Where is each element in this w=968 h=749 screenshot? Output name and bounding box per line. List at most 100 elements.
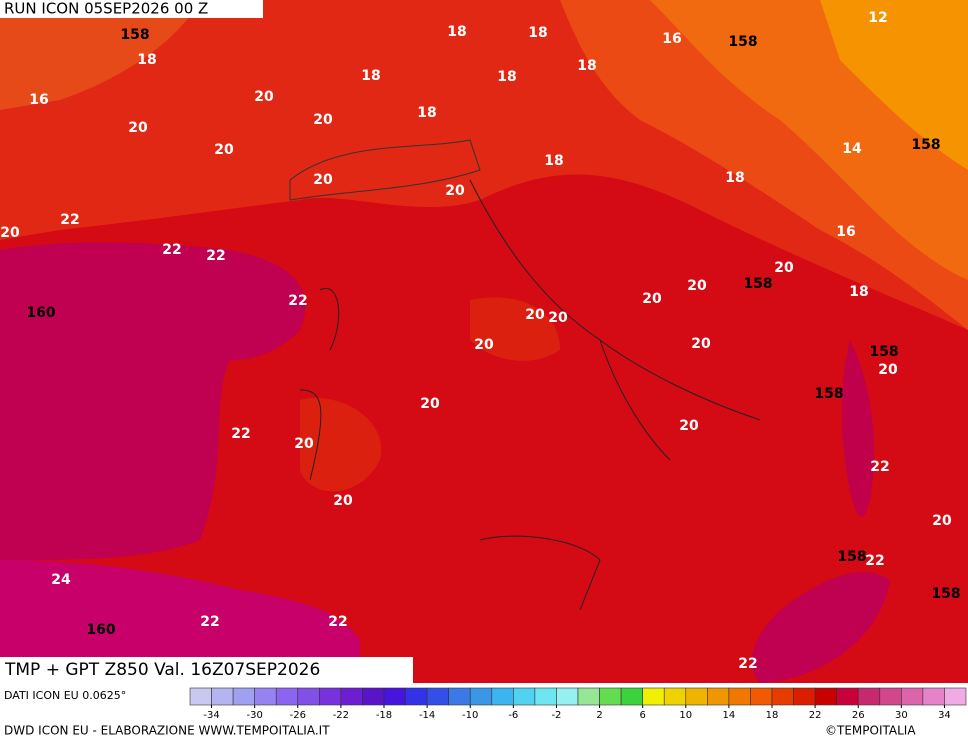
header-box [0,0,263,18]
colorbar: -34 -30 -26 -22 -18 -14 -10 -6 -2 2 6 10 14 18 22 26 30 3… [189,687,967,721]
contour-label: 158 [837,549,866,565]
contour-label: 16 [29,92,48,108]
colorbar-tick-label: -22 [333,710,349,721]
colorbar-swatch [599,687,622,706]
colorbar-tick-label: 6 [639,710,645,721]
contour-label: 158 [869,344,898,360]
contour-label: 18 [849,284,868,300]
contour-label: 22 [206,248,225,264]
contour-label: 18 [725,170,744,186]
colorbar-tick-label: 22 [809,710,822,721]
contour-label: 158 [814,386,843,402]
contour-label: 22 [162,242,181,258]
colorbar-swatch [707,687,730,706]
contour-label: 20 [932,513,952,529]
contour-label: 22 [328,614,347,630]
colorbar-tick-label: 26 [852,710,865,721]
colorbar-swatch [793,687,816,706]
contour-label: 22 [870,459,889,475]
colorbar-swatch [426,687,449,706]
colorbar-tick-label: -34 [203,710,219,721]
colorbar-swatch [319,687,342,706]
colorbar-swatch [254,687,277,706]
colorbar-swatch [663,687,687,706]
colorbar-swatch [857,687,881,706]
contour-label: 20 [333,493,353,509]
colorbar-swatch [469,687,493,706]
colorbar-swatch [620,687,643,706]
contour-label: 20 [0,225,20,241]
colorbar-tick-label: -26 [290,710,306,721]
colorbar-swatch [491,687,514,706]
colorbar-swatch [771,687,794,706]
contour-label: 20 [548,310,568,326]
contour-label: 20 [679,418,699,434]
colorbar-swatch [814,687,837,706]
contour-label: 18 [577,58,596,74]
colorbar-swatch [189,687,212,706]
contour-label: 20 [774,260,794,276]
contour-label: 20 [254,89,274,105]
colorbar-tick-label: -10 [462,710,478,721]
colorbar-swatch [513,687,536,706]
contour-label: 22 [738,656,757,672]
colorbar-swatch [685,687,708,706]
colorbar-swatch [922,687,945,706]
contour-label: 20 [313,172,333,188]
colorbar-tick-label: -2 [551,710,561,721]
colorbar-swatch [577,687,600,706]
colorbar-tick-label: -18 [376,710,392,721]
colorbar-tick-label: -14 [419,710,435,721]
contour-label: 20 [128,120,148,136]
contour-label: 158 [911,137,940,153]
contour-label: 14 [842,141,862,157]
contour-label: 160 [86,622,115,638]
contour-label: 18 [544,153,563,169]
contour-label: 20 [691,336,711,352]
contour-label: 18 [528,25,547,41]
colorbar-tick-label: 34 [938,710,951,721]
contour-label: 158 [120,27,149,43]
contour-label: 22 [288,293,307,309]
colorbar-swatch [728,687,751,706]
contour-label: 20 [313,112,333,128]
contour-label: 18 [497,69,516,85]
contour-label: 20 [445,183,465,199]
colorbar-swatch [642,687,665,706]
contour-label: 18 [361,68,380,84]
colorbar-tick-label: -6 [508,710,518,721]
colorbar-swatch [556,687,579,706]
colorbar-swatch [275,687,299,706]
contour-label: 18 [447,24,466,40]
contour-label: 22 [231,426,250,442]
colorbar-tick-label: 30 [895,710,908,721]
contour-label: 20 [525,307,545,323]
contour-label: 18 [137,52,156,68]
contour-label: 20 [420,396,440,412]
contour-label: 158 [743,276,772,292]
colorbar-swatch [362,687,385,706]
credit: DWD ICON EU - ELABORAZIONE WWW.TEMPOITAL… [4,724,330,738]
colorbar-tick-label: 18 [766,710,779,721]
colorbar-swatch [297,687,320,706]
colorbar-swatch [944,687,967,706]
contour-label: 16 [836,224,855,240]
colorbar-swatch [901,687,924,706]
colorbar-swatch [750,687,773,706]
copyright: ©TEMPOITALIA [825,724,916,738]
contour-label: 160 [26,305,55,321]
colorbar-swatch [448,687,471,706]
contour-label: 20 [642,291,662,307]
contour-label: 20 [687,278,707,294]
colorbar-swatch [340,687,363,706]
contour-label: 12 [868,10,887,26]
colorbar-tick-label: -30 [246,710,262,721]
contour-label: 22 [865,553,884,569]
map-background [0,0,968,683]
contour-label: 158 [931,586,960,602]
colorbar-swatch [405,687,428,706]
colorbar-swatch [383,687,406,706]
colorbar-tick-label: 14 [723,710,736,721]
